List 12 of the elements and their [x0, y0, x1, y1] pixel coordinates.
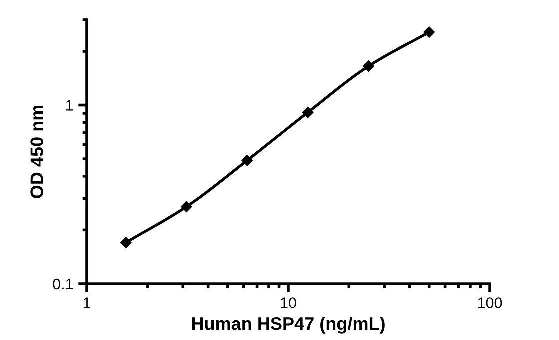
x-tick-label: 1	[84, 298, 91, 308]
y-axis-title: OD 450 nm	[30, 106, 44, 198]
point	[181, 201, 192, 213]
point	[302, 106, 314, 118]
x-axis-title: Human HSP47 (ng/mL)	[192, 316, 385, 334]
y-tick-label: 0.1	[53, 278, 74, 290]
x-tick-label: 100	[478, 298, 502, 308]
point	[363, 60, 374, 72]
point	[242, 155, 253, 166]
point	[120, 237, 132, 248]
x-tick-label: 10	[281, 298, 296, 308]
point	[424, 26, 435, 38]
